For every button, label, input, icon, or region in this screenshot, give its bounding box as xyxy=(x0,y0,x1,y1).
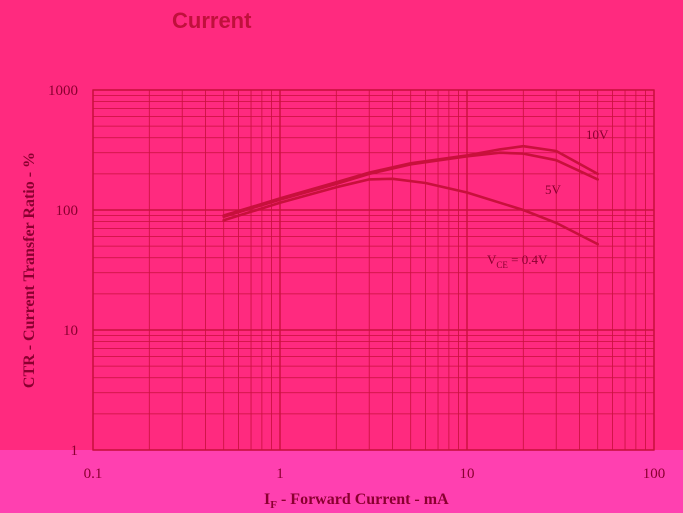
series-label-main: V xyxy=(487,252,497,267)
chart-grid xyxy=(92,89,655,451)
y-tick-label: 10 xyxy=(63,323,78,339)
y-tick-label: 1 xyxy=(71,443,79,459)
plot-frame xyxy=(92,89,655,451)
x-tick-label: 10 xyxy=(460,466,475,482)
series-label-vce-0.4v: VCE = 0.4V xyxy=(487,252,548,270)
x-axis-title-rest: - Forward Current - mA xyxy=(277,491,449,508)
series-label-sub: CE xyxy=(496,260,508,270)
x-tick-label: 1 xyxy=(276,466,284,482)
x-tick-label: 100 xyxy=(643,466,666,482)
x-tick-label: 0.1 xyxy=(84,466,103,482)
series-line-1 xyxy=(222,151,600,218)
series-group xyxy=(222,144,600,246)
series-label-rest: = 0.4V xyxy=(508,252,548,267)
series-label-5v: 5V xyxy=(545,182,562,197)
y-axis-title: CTR - Current Transfer Ratio - % xyxy=(21,152,38,388)
x-axis-title-main: I xyxy=(264,491,270,508)
chart-title: Current xyxy=(172,8,252,33)
y-tick-label: 1000 xyxy=(48,83,78,99)
y-tick-labels: 1 10 100 1000 xyxy=(48,83,78,459)
x-axis-title-sub: F xyxy=(270,499,277,511)
series-label-10v: 10V xyxy=(586,127,609,142)
y-tick-label: 100 xyxy=(56,203,79,219)
series-line-2 xyxy=(222,177,600,246)
x-tick-labels: 0.1 1 10 100 xyxy=(84,466,666,482)
bottom-band xyxy=(0,450,683,513)
x-axis-title: IF - Forward Current - mA xyxy=(264,491,449,511)
